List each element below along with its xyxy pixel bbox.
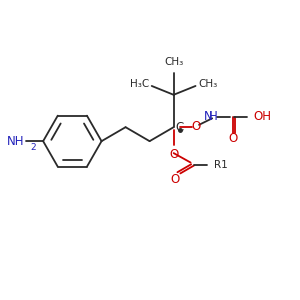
Text: C: C	[175, 121, 183, 134]
Text: O: O	[170, 173, 179, 186]
Text: 2: 2	[31, 142, 36, 152]
Text: NH: NH	[7, 135, 24, 148]
Text: O: O	[169, 148, 179, 161]
Text: N: N	[204, 110, 213, 123]
Text: O: O	[228, 132, 237, 145]
Text: O: O	[191, 120, 200, 133]
Text: H: H	[209, 110, 218, 123]
Text: CH₃: CH₃	[164, 57, 183, 68]
Text: CH₃: CH₃	[199, 80, 218, 89]
Text: OH: OH	[253, 110, 271, 123]
Text: R1: R1	[214, 160, 227, 170]
Text: H₃C: H₃C	[130, 80, 149, 89]
